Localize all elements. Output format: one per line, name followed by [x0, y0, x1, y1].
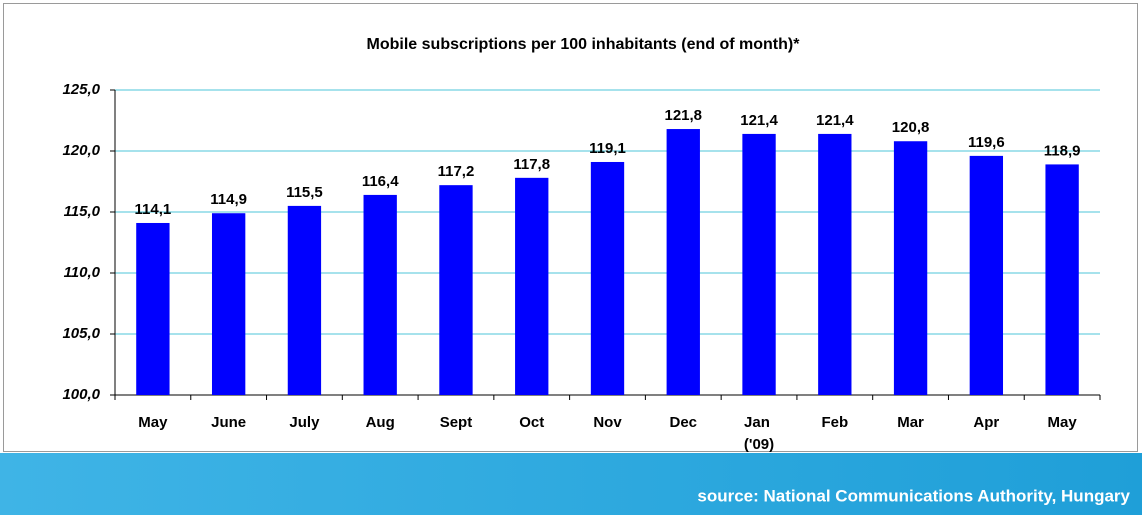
data-label: 119,6 [968, 134, 1005, 151]
footer [0, 453, 1142, 515]
y-tick-label: 120,0 [62, 142, 100, 159]
bar [287, 205, 322, 395]
data-label: 115,5 [286, 184, 323, 201]
x-tick-label: Oct [519, 414, 544, 431]
bar [818, 133, 852, 396]
y-tick-label: 105,0 [62, 325, 100, 342]
x-tick-label: June [211, 414, 246, 431]
data-label: 119,1 [589, 140, 626, 157]
data-label: 114,9 [210, 191, 247, 208]
bar [1045, 164, 1079, 395]
bar [515, 177, 549, 395]
bar [136, 222, 170, 395]
y-tick-label: 110,0 [64, 264, 101, 281]
x-tick-label: Apr [973, 414, 999, 431]
x-tick-label: Mar [897, 414, 924, 431]
bar [211, 213, 246, 395]
x-tick-label: Sept [440, 414, 473, 431]
bar [893, 141, 928, 395]
frame [3, 3, 1138, 452]
x-tick-label: Nov [593, 414, 622, 431]
x-tick-label: Dec [670, 414, 698, 431]
bar [742, 133, 776, 396]
data-label: 118,9 [1044, 142, 1081, 159]
x-tick-label: Aug [366, 414, 395, 431]
data-label: 117,8 [513, 156, 550, 173]
bar [666, 129, 700, 396]
y-tick-label: 125,0 [62, 81, 100, 98]
data-label: 116,4 [362, 173, 399, 190]
data-label: 114,1 [135, 201, 172, 218]
data-label: 120,8 [892, 119, 930, 136]
y-tick-label: 100,0 [62, 386, 100, 403]
x-tick-label: May [138, 414, 168, 431]
data-label: 121,4 [816, 112, 854, 129]
data-label: 121,8 [664, 107, 702, 124]
x-tick-label: July [289, 414, 320, 431]
x-tick-label: Jan ('09) [744, 414, 774, 453]
data-label: 117,2 [438, 163, 475, 180]
data-label: 121,4 [740, 112, 778, 129]
chart-title: Mobile subscriptions per 100 inhabitants… [367, 36, 801, 53]
x-tick-label: Feb [821, 414, 848, 431]
bar [363, 194, 397, 395]
bar [590, 161, 625, 395]
bar [439, 185, 473, 395]
source: source: National Communications Authorit… [697, 486, 1130, 505]
bar [969, 155, 1004, 395]
y-tick-label: 115,0 [64, 203, 101, 220]
x-tick-label: May [1048, 414, 1078, 431]
